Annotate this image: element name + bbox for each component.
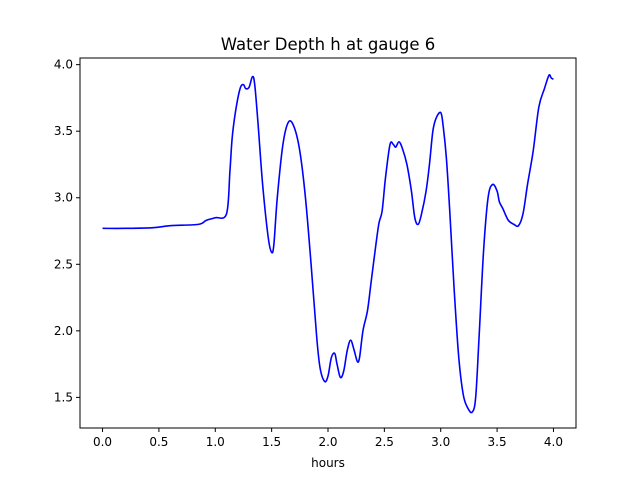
plot-area <box>102 74 554 414</box>
y-tick-label: 4.0 <box>54 58 73 72</box>
x-axis: 0.0 0.5 1.0 1.5 2.0 2.5 3.0 3.5 4.0 <box>93 428 563 449</box>
x-axis-label: hours <box>311 456 345 470</box>
y-tick-label: 2.5 <box>54 257 73 271</box>
y-tick-label: 3.5 <box>54 124 73 138</box>
x-tick-label: 2.5 <box>375 435 394 449</box>
x-tick-label: 3.0 <box>431 435 450 449</box>
chart-title: Water Depth h at gauge 6 <box>221 35 435 54</box>
x-tick-label: 4.0 <box>544 435 563 449</box>
y-tick-label: 3.0 <box>54 191 73 205</box>
y-tick-label: 1.5 <box>54 390 73 404</box>
x-tick-label: 1.0 <box>206 435 225 449</box>
x-tick-label: 0.0 <box>93 435 112 449</box>
series-line <box>102 74 554 414</box>
y-axis: 1.5 2.0 2.5 3.0 3.5 4.0 <box>54 58 80 404</box>
x-tick-label: 1.5 <box>262 435 281 449</box>
x-tick-label: 3.5 <box>488 435 507 449</box>
x-tick-label: 2.0 <box>318 435 337 449</box>
x-tick-label: 0.5 <box>149 435 168 449</box>
plot-frame <box>79 57 577 429</box>
y-tick-label: 2.0 <box>54 324 73 338</box>
